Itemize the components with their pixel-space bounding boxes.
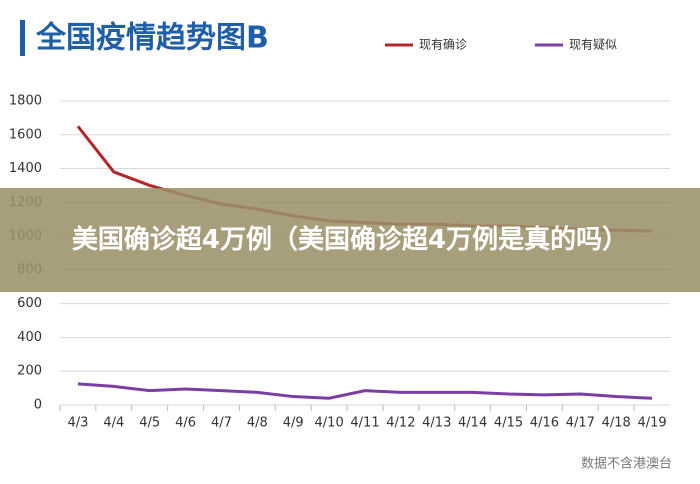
x-tick-label: 4/19 bbox=[637, 416, 666, 431]
y-tick-label: 1800 bbox=[9, 94, 42, 109]
chart-title: 全国疫情趋势图B bbox=[35, 21, 269, 56]
x-tick-label: 4/5 bbox=[139, 416, 160, 431]
x-tick-label: 4/18 bbox=[602, 416, 631, 431]
x-tick-label: 4/6 bbox=[175, 416, 196, 431]
headline-banner: 美国确诊超4万例（美国确诊超4万例是真的吗） bbox=[0, 188, 700, 292]
y-tick-label: 400 bbox=[17, 330, 42, 345]
x-tick-label: 4/3 bbox=[67, 416, 88, 431]
x-tick-label: 4/9 bbox=[283, 416, 304, 431]
x-tick-label: 4/15 bbox=[494, 416, 523, 431]
series-line bbox=[77, 382, 653, 400]
source-note: 数据不含港澳台 bbox=[581, 456, 672, 472]
x-tick-label: 4/17 bbox=[566, 416, 595, 431]
legend-label: 现有确诊 bbox=[419, 38, 467, 52]
y-tick-label: 600 bbox=[17, 296, 42, 311]
y-tick-label: 200 bbox=[17, 364, 42, 379]
headline: 美国确诊超4万例（美国确诊超4万例是真的吗） bbox=[71, 225, 629, 255]
x-tick-label: 4/16 bbox=[530, 416, 559, 431]
x-tick-label: 4/13 bbox=[422, 416, 451, 431]
x-tick-label: 4/12 bbox=[386, 416, 415, 431]
x-tick-label: 4/10 bbox=[315, 416, 344, 431]
x-tick-label: 4/7 bbox=[211, 416, 232, 431]
y-tick-label: 1600 bbox=[9, 127, 42, 142]
y-tick-label: 0 bbox=[34, 398, 42, 413]
x-tick-label: 4/14 bbox=[458, 416, 487, 431]
legend-label: 现有疑似 bbox=[569, 37, 617, 52]
x-tick-label: 4/4 bbox=[103, 416, 124, 431]
y-tick-label: 1400 bbox=[9, 161, 42, 176]
title-bar bbox=[20, 20, 25, 56]
x-tick-label: 4/11 bbox=[350, 416, 379, 431]
x-tick-label: 4/8 bbox=[247, 416, 268, 431]
